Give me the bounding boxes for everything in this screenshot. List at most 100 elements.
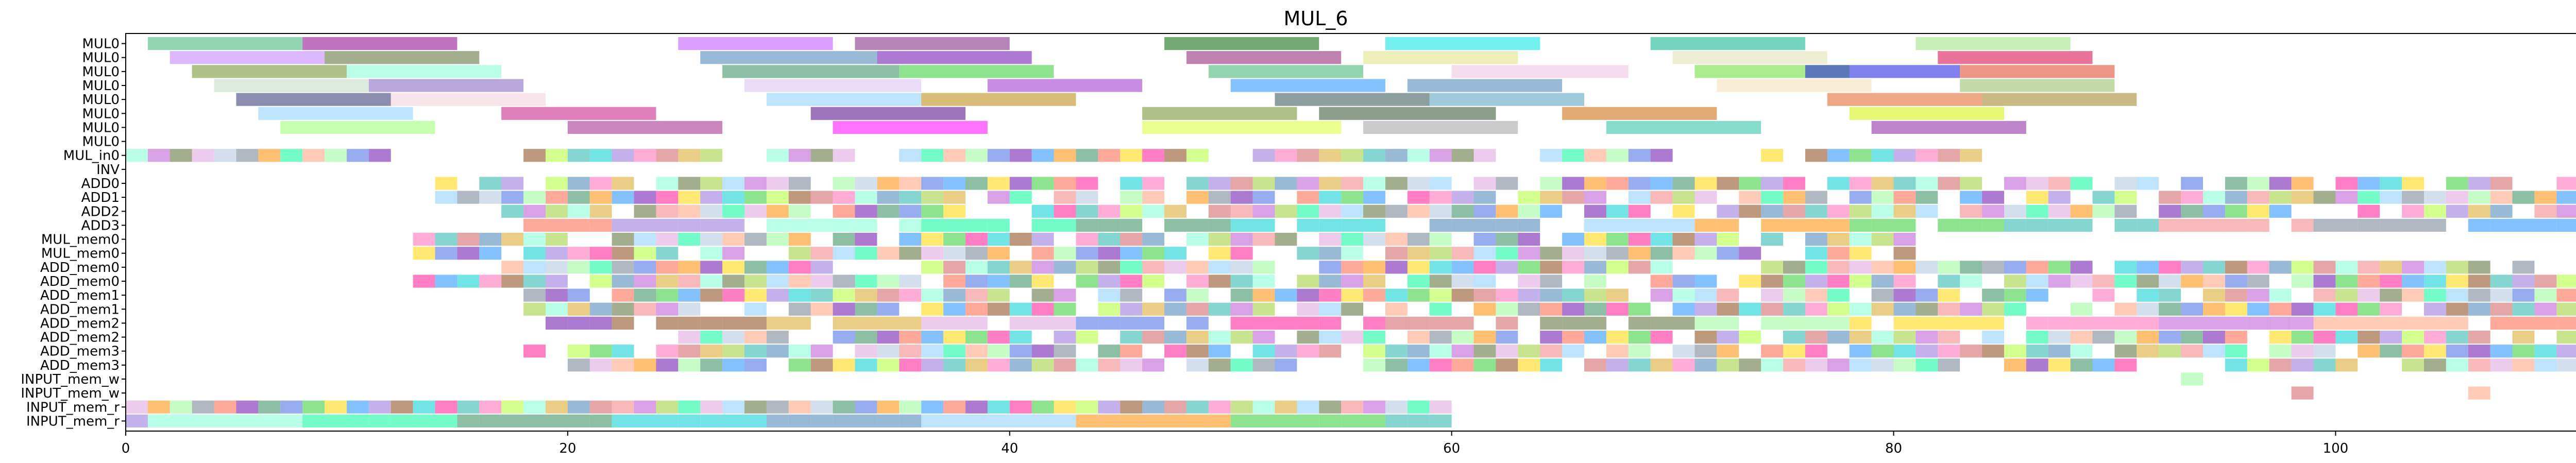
task-cell (678, 288, 701, 302)
task-cell (1230, 400, 1253, 414)
task-cell (855, 316, 877, 330)
task-cell (1230, 261, 1253, 274)
task-cell (1694, 233, 1717, 246)
task-cell (766, 331, 789, 344)
task-cell (722, 331, 745, 344)
task-cell (1960, 177, 1982, 190)
task-cell (1849, 233, 1872, 246)
task-cell (1916, 149, 1938, 162)
task-cell (678, 261, 701, 274)
task-cell (1009, 275, 1032, 288)
task-cell (1938, 288, 1960, 302)
task-cell (656, 358, 679, 372)
task-cell (700, 177, 723, 190)
task-cell (2490, 191, 2513, 204)
task-cell (2358, 191, 2380, 204)
task-bar (346, 65, 502, 78)
task-cell (1518, 302, 1540, 316)
task-cell (1606, 177, 1629, 190)
task-cell (1672, 191, 1695, 204)
task-cell (1186, 261, 1209, 274)
task-cell (2159, 302, 2181, 316)
task-cell (2247, 261, 2269, 274)
task-cell (1407, 247, 1430, 260)
task-cell (943, 288, 965, 302)
task-cell (2004, 177, 2026, 190)
task-cell (1584, 149, 1606, 162)
task-cell (1208, 177, 1231, 190)
task-cell (457, 275, 480, 288)
task-cell (943, 358, 965, 372)
task-cell (656, 261, 679, 274)
task-cell (877, 191, 900, 204)
task-cell (2247, 316, 2269, 330)
task-bar (855, 37, 1010, 50)
task-cell (2026, 275, 2048, 288)
task-cell (2026, 177, 2048, 190)
task-cell (1076, 400, 1098, 414)
task-cell (1783, 204, 1805, 218)
task-cell (1009, 261, 1032, 274)
task-bar (1363, 51, 1518, 64)
task-cell (413, 275, 435, 288)
task-cell (921, 177, 944, 190)
task-cell (899, 177, 922, 190)
task-cell (1473, 191, 1496, 204)
task-cell (1230, 233, 1253, 246)
task-cell (788, 247, 811, 260)
task-cell (656, 191, 679, 204)
task-cell (2468, 358, 2490, 372)
task-cell (2137, 316, 2159, 330)
task-cell (1827, 149, 1850, 162)
task-cell (2512, 275, 2535, 288)
task-cell (921, 247, 944, 260)
task-cell (346, 400, 369, 414)
task-cell (1562, 247, 1584, 260)
task-cell (810, 302, 833, 316)
task-cell (2446, 288, 2468, 302)
task-cell (744, 358, 767, 372)
task-cell (567, 261, 590, 274)
task-cell (1849, 331, 1872, 344)
task-cell (1230, 316, 1253, 330)
task-cell (1761, 177, 1784, 190)
task-cell (567, 400, 590, 414)
task-cell (1407, 149, 1430, 162)
task-cell (2490, 218, 2513, 232)
task-cell (722, 288, 745, 302)
task-cell (2092, 331, 2115, 344)
task-cell (744, 331, 767, 344)
task-cell (2026, 288, 2048, 302)
task-cell (899, 400, 922, 414)
task-cell (855, 275, 877, 288)
task-cell (612, 316, 634, 330)
task-cell (921, 414, 944, 427)
task-cell (1319, 275, 1342, 288)
task-cell (1297, 345, 1319, 358)
task-cell (2556, 331, 2576, 344)
x-tick-label: 60 (1443, 441, 1460, 456)
task-cell (1893, 149, 1916, 162)
task-cell (589, 204, 612, 218)
task-cell (1694, 191, 1717, 204)
task-cell (1871, 288, 1894, 302)
task-cell (1120, 358, 1143, 372)
task-cell (1341, 331, 1364, 344)
task-cell (2026, 358, 2048, 372)
task-cell (855, 191, 877, 204)
task-cell (1849, 316, 1872, 330)
y-tick-label: INV (96, 162, 120, 178)
task-cell (1319, 177, 1342, 190)
task-cell (1827, 218, 1850, 232)
task-cell (1429, 400, 1452, 414)
task-cell (744, 302, 767, 316)
task-cell (700, 414, 723, 427)
task-cell (2335, 261, 2358, 274)
task-cell (2468, 331, 2490, 344)
task-cell (1650, 261, 1673, 274)
task-cell (965, 247, 988, 260)
task-cell (2490, 302, 2513, 316)
task-cell (1584, 204, 1606, 218)
task-cell (855, 345, 877, 358)
task-cell (833, 247, 855, 260)
